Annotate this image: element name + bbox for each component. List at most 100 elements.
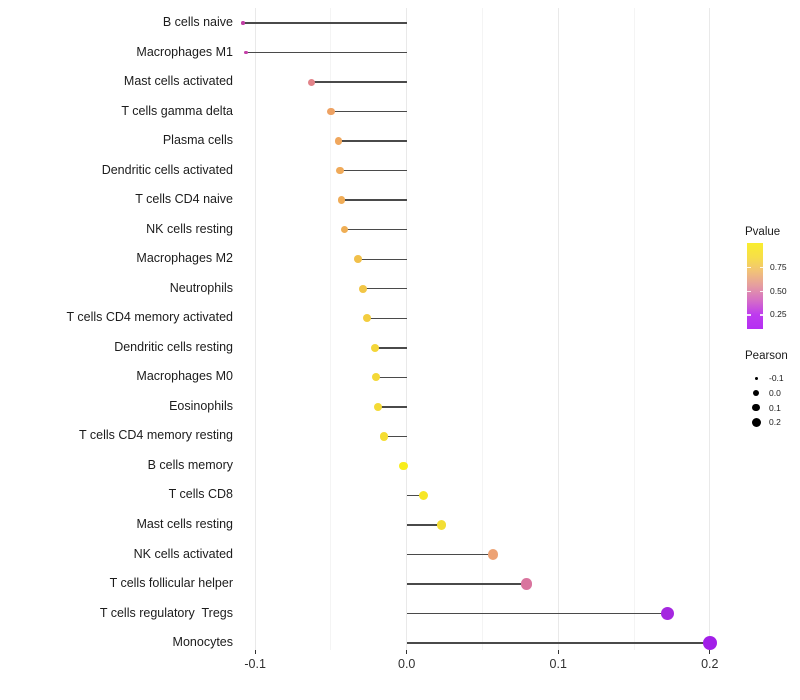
lollipop-dot	[307, 78, 315, 86]
y-axis-label: T cells CD8	[168, 487, 233, 502]
pvalue-tick-label: 0.75	[770, 262, 787, 273]
pearson-size-dot	[752, 389, 760, 396]
lollipop-dot	[340, 226, 349, 234]
lollipop-dot	[241, 21, 245, 25]
y-axis-label: Macrophages M1	[136, 44, 233, 59]
gridline-major	[557, 8, 559, 650]
lollipop-dot	[354, 255, 363, 264]
pvalue-tick-notch	[759, 267, 763, 269]
lollipop-stem	[406, 642, 710, 644]
lollipop-dot	[379, 432, 389, 441]
lollipop-stem	[406, 553, 494, 556]
y-axis-label: T cells regulatory Tregs	[99, 605, 233, 620]
legend-pearson-title: Pearson	[745, 350, 788, 362]
pearson-size-dot	[752, 403, 760, 412]
lollipop-stem	[344, 229, 407, 231]
y-axis-label: T cells CD4 memory activated	[66, 310, 234, 325]
lollipop-dot	[436, 520, 447, 530]
lollipop-stem	[246, 51, 407, 54]
x-axis-tick	[557, 650, 559, 654]
gridline-minor	[481, 8, 483, 650]
y-axis-label: T cells gamma delta	[121, 103, 233, 118]
lollipop-dot	[399, 461, 409, 471]
pvalue-tick-label: 0.50	[770, 285, 787, 296]
gridline-major	[709, 8, 711, 650]
lollipop-stem	[406, 494, 424, 497]
y-axis-label: Macrophages M2	[136, 251, 233, 266]
y-axis-label: B cells naive	[162, 15, 233, 29]
lollipop-stem	[243, 22, 407, 24]
pearson-size-dot	[754, 376, 758, 380]
lollipop-stem	[358, 258, 407, 260]
gridline-major	[406, 8, 408, 650]
lollipop-stem	[340, 169, 407, 172]
y-axis-label: NK cells resting	[146, 221, 233, 236]
pvalue-tick-notch	[747, 290, 751, 293]
lollipop-dot	[334, 137, 343, 145]
pvalue-tick-notch	[759, 314, 763, 316]
lollipop-dot	[244, 50, 248, 55]
lollipop-dot	[487, 549, 499, 560]
lollipop-stem	[374, 347, 407, 349]
lollipop-dot	[660, 607, 674, 621]
x-axis-tick	[709, 650, 711, 654]
pvalue-tick-notch	[747, 314, 751, 316]
pvalue-tick-label: 0.25	[770, 309, 787, 320]
gridline-major	[254, 8, 256, 650]
lollipop-dot	[337, 196, 346, 204]
pearson-size-label: 0.0	[769, 387, 781, 398]
lollipop-dot	[418, 490, 429, 501]
lollipop-stem	[406, 583, 527, 585]
pvalue-tick-notch	[747, 267, 751, 269]
pearson-size-label: -0.1	[769, 373, 784, 383]
lollipop-dot	[520, 578, 533, 590]
lollipop-dot	[363, 314, 372, 323]
x-axis-tick	[254, 650, 256, 654]
gridline-minor	[330, 8, 332, 650]
lollipop-dot	[702, 636, 717, 651]
pearson-size-dot	[751, 417, 761, 427]
y-axis-label: Mast cells resting	[136, 517, 233, 531]
lollipop-stem	[330, 110, 407, 113]
lollipop-dot	[370, 343, 379, 352]
pvalue-colorbar	[747, 243, 763, 329]
x-axis-tick	[406, 650, 408, 654]
y-axis-label: Mast cells activated	[123, 74, 233, 89]
x-axis-tick-label: 0.1	[549, 657, 567, 671]
y-axis-label: Macrophages M0	[136, 369, 233, 384]
lollipop-stem	[338, 140, 407, 142]
y-axis-label: T cells follicular helper	[109, 576, 233, 591]
lollipop-stem	[362, 288, 407, 290]
lollipop-stem	[376, 376, 407, 379]
pearson-size-label: 0.1	[769, 402, 781, 413]
y-axis-label: Monocytes	[172, 635, 233, 650]
y-axis-label: Eosinophils	[169, 398, 233, 413]
lollipop-dot	[336, 167, 344, 175]
lollipop-dot	[373, 402, 383, 412]
lollipop-stem	[406, 524, 442, 526]
x-axis-tick-label: 0.0	[398, 657, 416, 671]
gridline-minor	[633, 8, 635, 650]
lollipop-stem	[311, 81, 407, 83]
pvalue-tick-notch	[759, 290, 763, 293]
pearson-size-label: 0.2	[769, 417, 781, 428]
lollipop-stem	[377, 406, 407, 408]
lollipop-stem	[383, 435, 407, 438]
y-axis-label: B cells memory	[147, 457, 233, 472]
lollipop-dot	[327, 107, 335, 116]
y-axis-label: T cells CD4 memory resting	[79, 428, 233, 443]
y-axis-label: T cells CD4 naive	[135, 192, 233, 207]
x-axis-tick-label: -0.1	[244, 657, 266, 671]
y-axis-label: Plasma cells	[162, 133, 233, 148]
y-axis-label: Dendritic cells activated	[101, 162, 233, 177]
y-axis-label: NK cells activated	[133, 546, 233, 561]
y-axis-label: Dendritic cells resting	[114, 339, 233, 354]
lollipop-dot	[358, 284, 367, 293]
x-axis-tick-label: 0.2	[701, 657, 719, 671]
lollipop-stem	[406, 612, 668, 615]
lollipop-dot	[372, 373, 381, 382]
lollipop-stem	[341, 199, 407, 201]
legend-pvalue-title: Pvalue	[745, 226, 781, 238]
lollipop-stem	[367, 317, 407, 319]
